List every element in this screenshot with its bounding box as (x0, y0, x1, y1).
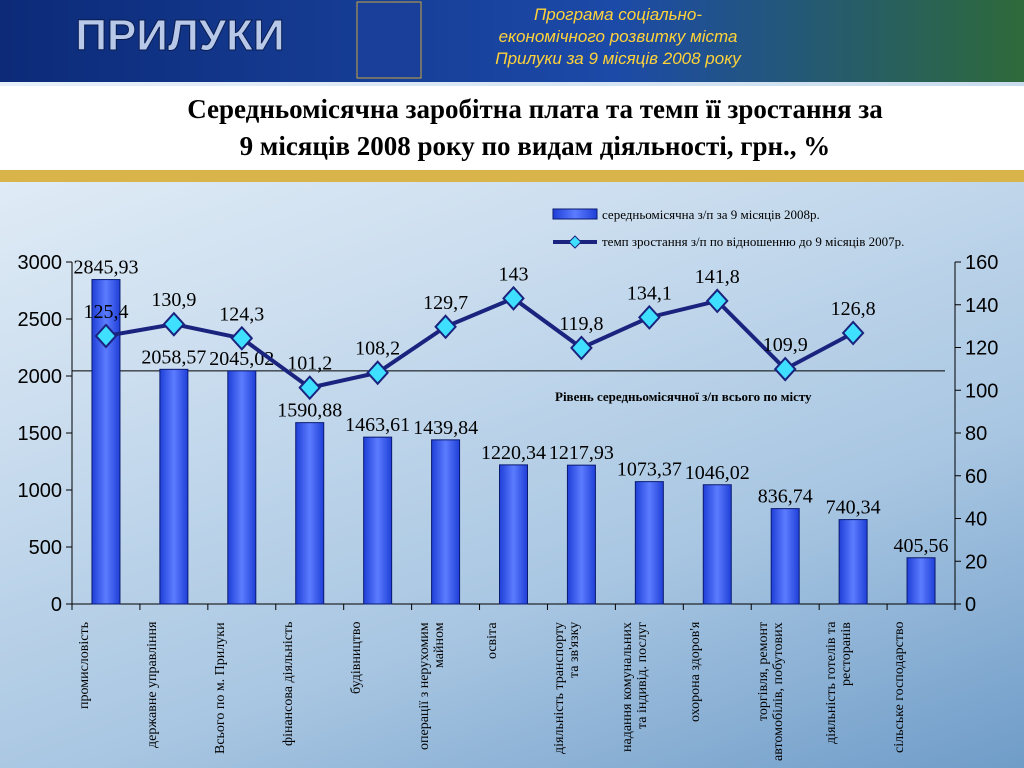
y-tick-label: 2000 (18, 366, 63, 388)
logo: ПРИЛУКИ (75, 11, 284, 60)
y-tick-label: 2500 (18, 309, 63, 331)
line-value-label: 134,1 (627, 282, 672, 304)
program: Прилуки за 9 місяців 2008 року (495, 49, 742, 68)
line-value-label: 108,2 (355, 338, 400, 360)
y2-tick-label: 80 (965, 423, 987, 445)
legend-marker (568, 235, 582, 249)
bar-value-label: 2845,93 (73, 257, 138, 279)
bar (838, 519, 868, 605)
y2-tick-label: 60 (965, 466, 987, 488)
marker (162, 311, 186, 337)
legend-label: середньомісячна з/п за 9 місяців 2008р. (602, 207, 820, 222)
x-tick-label: Всього по м. Прилуки (212, 622, 228, 754)
bar (634, 481, 664, 605)
y2-tick-label: 160 (965, 252, 998, 274)
title-band (0, 86, 1024, 170)
annotation: Рівень середньомісячної з/п всього по мі… (555, 389, 812, 404)
legend-swatch (552, 208, 598, 220)
line-value-label: 130,9 (151, 289, 196, 311)
marker (502, 285, 525, 311)
bar (499, 464, 528, 605)
y2-tick-label: 100 (965, 380, 998, 402)
bar (702, 484, 732, 605)
bar-value-label: 2058,57 (141, 346, 206, 368)
marker (366, 360, 390, 386)
y-tick-label: 0 (51, 594, 62, 616)
line-value-label: 129,7 (423, 292, 468, 314)
x-tick-label: освіта (484, 622, 500, 659)
marker (570, 335, 593, 361)
x-tick-label: будівництво (348, 622, 364, 695)
line-value-label: 143 (499, 263, 529, 285)
chart-title: Середньомісячна заробітна плата та темп … (187, 94, 883, 124)
bar (431, 439, 461, 605)
bar (566, 464, 596, 605)
marker (434, 314, 457, 340)
header-band (0, 0, 1024, 82)
x-tick-label: операції з нерухомим майном (416, 622, 447, 750)
line (105, 296, 855, 390)
x-tick-label: промисловість (76, 622, 92, 709)
chart-title: 9 місяців 2008 року по видам діяльності,… (240, 131, 831, 161)
legend-label: темп зростання з/п по відношенню до 9 мі… (602, 234, 904, 249)
line-value-label: 126,8 (831, 298, 876, 320)
y-tick-label: 500 (29, 537, 62, 559)
emblem (356, 1, 422, 79)
x-tick-label: сільське господарство (892, 622, 908, 754)
marker (230, 325, 254, 351)
bar-value-label: 1590,88 (277, 400, 342, 422)
bar (363, 436, 393, 605)
bar-value-label: 1463,61 (345, 414, 410, 436)
marker (298, 375, 322, 401)
y-tick-label: 3000 (18, 252, 63, 274)
x-tick-label: торгівля, ремонт автомобілів, побутових (756, 622, 787, 761)
line-value-label: 119,8 (559, 313, 603, 335)
bar (295, 422, 325, 605)
x-tick-label: діяльність готелів та ресторанів (824, 622, 855, 745)
marker (705, 288, 729, 314)
x-tick-label: надання комунальних та індивід. послуг (620, 622, 651, 752)
program: Програма соціально- (534, 5, 702, 24)
y2-tick-label: 120 (965, 338, 998, 360)
bar-value-label: 1220,34 (481, 442, 546, 464)
gold-strip (0, 170, 1024, 182)
line-value-label: 109,9 (763, 334, 808, 356)
y-tick-label: 1500 (18, 423, 63, 445)
marker (94, 323, 118, 349)
x-tick-label: охорона здоров'я (688, 622, 704, 723)
bar-value-label: 836,74 (758, 486, 813, 508)
bar-value-label: 740,34 (826, 497, 881, 519)
bar (770, 508, 800, 605)
bar (159, 368, 189, 605)
x-tick-label: діяльність транспорту та зв'язку (552, 622, 583, 754)
y-tick-label: 1000 (18, 480, 63, 502)
marker (841, 320, 865, 346)
bar (906, 557, 936, 605)
y2-tick-label: 20 (965, 551, 987, 573)
bar-value-label: 1046,02 (685, 462, 750, 484)
bar-value-label: 2045,02 (209, 348, 274, 370)
bar-value-label: 405,56 (894, 535, 949, 557)
x-tick-label: фінансова діяльність (280, 622, 296, 747)
marker (773, 356, 797, 382)
marker (637, 304, 661, 330)
y2-tick-label: 0 (965, 594, 976, 616)
bar-value-label: 1073,37 (617, 459, 682, 481)
bar-value-label: 1217,93 (549, 442, 614, 464)
bar (227, 370, 257, 605)
x-tick-label: державне управління (144, 622, 160, 749)
line-value-label: 101,2 (287, 353, 332, 375)
y2-tick-label: 40 (965, 509, 987, 531)
program: економічного розвитку міста (499, 27, 738, 46)
line-value-label: 125,4 (83, 301, 128, 323)
y2-tick-label: 140 (965, 295, 998, 317)
bar-value-label: 1439,84 (413, 417, 478, 439)
line-value-label: 124,3 (219, 303, 264, 325)
line-value-label: 141,8 (695, 266, 740, 288)
